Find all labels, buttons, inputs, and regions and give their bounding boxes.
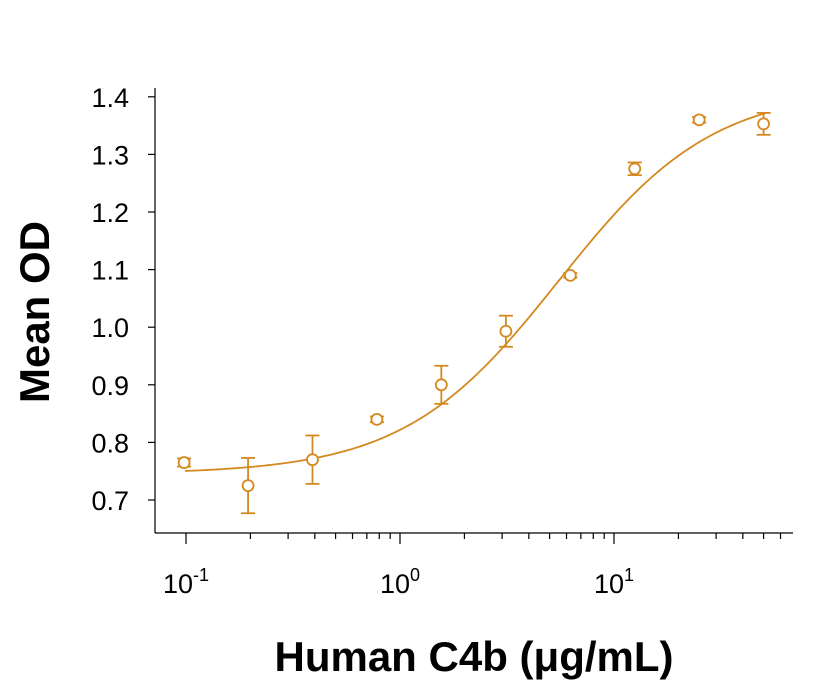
point-marker — [370, 412, 384, 426]
x-axis-title: Human C4b (μg/mL) — [274, 633, 673, 680]
x-tick-exponent: 0 — [410, 565, 420, 585]
data-point — [369, 412, 384, 426]
point-marker — [241, 479, 255, 493]
x-tick-label: 10-1 — [163, 565, 209, 599]
data-point — [692, 113, 707, 127]
y-tick-label: 1.4 — [91, 83, 129, 113]
data-point — [563, 268, 578, 282]
plot-area — [177, 112, 771, 515]
y-axis-title: Mean OD — [11, 221, 58, 403]
data-point — [177, 456, 192, 469]
y-tick-label: 0.9 — [91, 371, 129, 401]
y-tick-label: 1.1 — [91, 256, 129, 286]
data-point — [305, 434, 320, 485]
x-tick-exponent: -1 — [193, 565, 209, 585]
y-tick-label: 0.7 — [91, 486, 129, 516]
x-tick-base: 10 — [163, 569, 193, 599]
point-marker — [434, 378, 448, 392]
x-tick-base: 10 — [594, 569, 624, 599]
y-tick-label: 1.2 — [91, 198, 129, 228]
point-marker — [563, 268, 577, 282]
data-point — [241, 457, 256, 515]
axes — [154, 88, 793, 534]
point-marker — [499, 324, 513, 338]
y-tick-label: 1.0 — [91, 313, 129, 343]
x-ticks: 10-1 100 101 — [163, 533, 782, 599]
point-marker — [628, 162, 642, 176]
data-point — [756, 112, 771, 136]
point-marker — [306, 453, 319, 467]
data-point — [627, 161, 642, 177]
x-tick-label: 101 — [594, 565, 634, 599]
x-tick-label: 100 — [380, 565, 420, 599]
point-marker — [692, 113, 706, 127]
point-marker — [177, 456, 191, 469]
point-marker — [757, 117, 770, 131]
x-tick-exponent: 1 — [624, 565, 634, 585]
x-tick-base: 10 — [380, 569, 410, 599]
y-tick-label: 1.3 — [91, 140, 129, 170]
y-tick-label: 0.8 — [91, 428, 129, 458]
y-ticks: 0.7 0.8 0.9 1.0 1.1 1.2 1.3 1.4 — [91, 83, 155, 516]
data-point — [498, 314, 513, 348]
data-point — [434, 364, 449, 405]
fit-curve — [184, 112, 766, 472]
